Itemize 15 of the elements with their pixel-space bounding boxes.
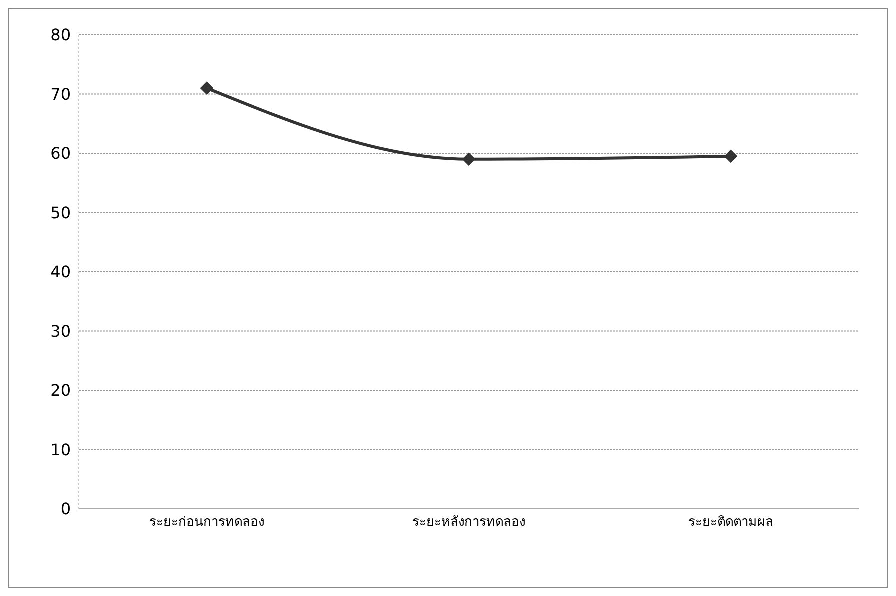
y-tick-label: 40	[50, 262, 71, 282]
x-tick-label: ระยะติดตามผล	[688, 515, 774, 530]
y-tick-label: 80	[50, 26, 71, 45]
y-tick-label: 30	[50, 322, 71, 341]
y-tick-label: 20	[50, 381, 71, 400]
y-tick-label: 60	[50, 144, 71, 164]
x-tick-label: ระยะหลังการทดลอง	[412, 515, 526, 530]
x-tick-label: ระยะก่อนการทดลอง	[150, 515, 264, 530]
y-tick-label: 0	[60, 500, 71, 519]
point	[724, 150, 738, 163]
point	[462, 152, 476, 166]
y-tick-label: 50	[50, 203, 71, 222]
point	[200, 82, 214, 95]
y-tick-label: 70	[50, 84, 71, 104]
y-tick-label: 10	[50, 440, 71, 460]
